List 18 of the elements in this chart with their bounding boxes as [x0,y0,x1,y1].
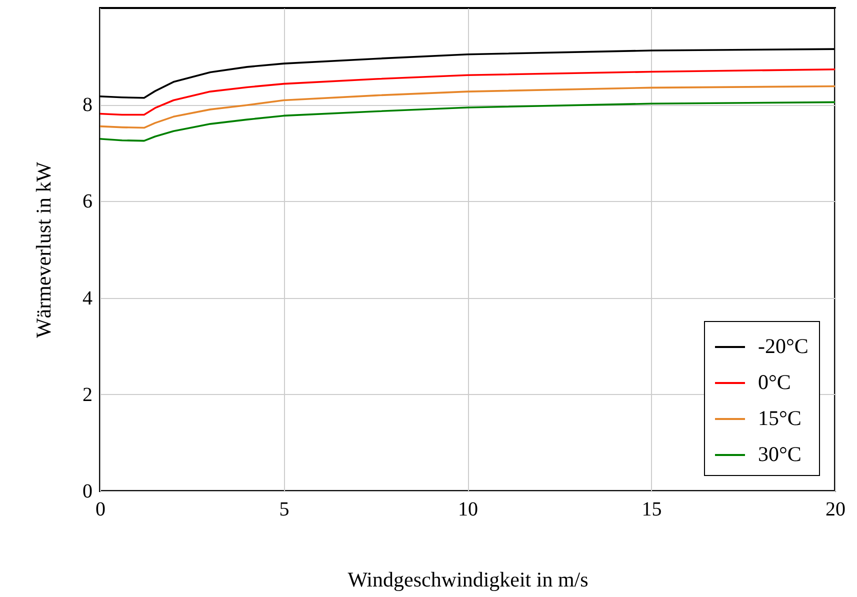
line-series [100,85,835,129]
x-tick-label: 10 [458,498,478,520]
legend-label: -20°C [758,334,808,358]
x-tick-label: 20 [826,498,846,520]
y-tick-label: 8 [82,94,92,116]
line-series [100,101,835,142]
y-tick-label: 4 [82,287,92,310]
x-axis-title: Windgeschwindigkeit in m/s [348,568,588,592]
y-axis-title: Wärmeverlust in kW [32,162,56,338]
line-series [100,68,835,116]
legend-label: 15°C [758,406,802,430]
legend-label: 0°C [758,370,791,394]
y-tick-label: 0 [82,480,92,502]
y-tick-label: 2 [82,384,92,406]
x-tick-label: 15 [642,498,662,520]
y-tick-label: 6 [82,190,92,213]
legend-label: 30°C [758,442,802,466]
x-tick-label: 5 [279,498,290,520]
